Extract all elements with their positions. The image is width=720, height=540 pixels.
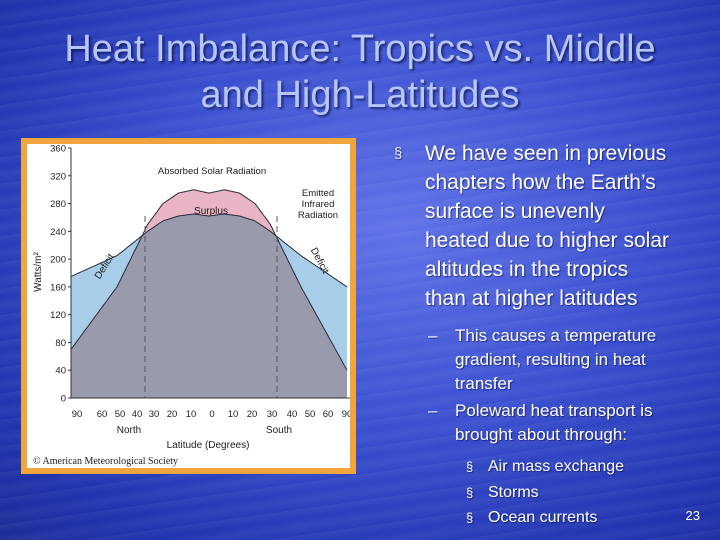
annotation-surplus: Surplus <box>194 206 228 217</box>
main-line: than at higher latitudes <box>425 287 638 310</box>
emitted-infrared-line <box>70 213 348 288</box>
x-tick-label: 30 <box>149 409 160 420</box>
list-item-label: Ocean currents <box>488 509 598 526</box>
main-line: altitudes in the tropics <box>425 258 629 281</box>
title-line-2: and High-Latitudes <box>200 74 520 116</box>
main-line: surface is unevenly <box>425 200 605 223</box>
list-item: § Storms <box>388 480 713 506</box>
square-bullet-icon: § <box>394 145 403 162</box>
x-tick-label: 50 <box>115 409 126 420</box>
sub-bullet-2: – Poleward heat transport is brought abo… <box>388 399 713 447</box>
x-group-south: South <box>266 425 292 436</box>
sub-line: This causes a temperature <box>455 326 657 345</box>
sub-line: gradient, resulting in heat <box>455 350 646 369</box>
sub-line: transfer <box>455 374 513 393</box>
y-tick-label: 120 <box>50 310 66 321</box>
x-tick-label: 0 <box>209 409 214 420</box>
sub-bullet-1: – This causes a temperature gradient, re… <box>388 324 713 396</box>
list-item-label: Storms <box>488 483 539 501</box>
main-line: heated due to higher solar <box>425 229 670 252</box>
x-tick-label: 20 <box>247 409 258 420</box>
absorbed-solar-line <box>70 189 348 371</box>
y-tick-label: 0 <box>61 394 66 405</box>
x-tick-label: 60 <box>97 409 108 420</box>
annotation-emitted-3: Radiation <box>298 210 338 221</box>
y-tick-label: 240 <box>50 227 66 238</box>
x-tick-label: 40 <box>287 409 298 420</box>
sub-line: Poleward heat transport is <box>455 401 653 420</box>
dash-bullet-icon: – <box>428 401 438 420</box>
slide-title: Heat Imbalance: Tropics vs. Middle and H… <box>20 26 700 118</box>
y-tick-label: 80 <box>55 338 66 349</box>
x-tick-label: 90 <box>342 409 350 420</box>
sub-line: brought about through: <box>455 425 628 444</box>
x-group-north: North <box>117 425 141 436</box>
main-line: chapters how the Earth’s <box>425 171 656 194</box>
main-line: We have seen in previous <box>425 142 667 165</box>
bullet-list: § We have seen in previous chapters how … <box>388 139 713 531</box>
square-bullet-icon: § <box>466 484 474 500</box>
surplus-area <box>71 189 347 287</box>
list-item: § Ocean currents <box>388 505 713 531</box>
x-tick-label: 40 <box>132 409 143 420</box>
title-line-1: Heat Imbalance: Tropics vs. Middle <box>64 28 656 70</box>
x-tick-label: 10 <box>186 409 197 420</box>
x-tick-label: 60 <box>323 409 334 420</box>
y-axis-label: Watts/m² <box>33 252 44 292</box>
level3-list: § Air mass exchange § Storms § Ocean cur… <box>388 454 713 531</box>
x-tick-label: 30 <box>267 409 278 420</box>
radiation-figure: 0 40 80 120 160 200 240 280 320 360 90 60 50 40 30 20 1… <box>21 138 356 474</box>
x-tick-label: 20 <box>167 409 178 420</box>
y-tick-label: 280 <box>50 199 66 210</box>
annotation-emitted-1: Emitted <box>302 188 334 199</box>
annotation-absorbed: Absorbed Solar Radiation <box>158 166 266 177</box>
y-tick-label: 200 <box>50 255 66 266</box>
dash-bullet-icon: – <box>428 326 438 345</box>
square-bullet-icon: § <box>466 510 474 525</box>
list-item: § Air mass exchange <box>388 454 713 480</box>
main-bullet: § We have seen in previous chapters how … <box>388 139 713 313</box>
y-tick-label: 360 <box>50 144 66 155</box>
y-tick-label: 320 <box>50 171 66 182</box>
list-item-label: Air mass exchange <box>488 458 625 475</box>
page-number: 23 <box>685 508 700 523</box>
emitted-radiation-area <box>71 214 347 398</box>
copyright-notice: © American Meteorological Society <box>33 456 178 467</box>
square-bullet-icon: § <box>466 459 474 474</box>
y-tick-label: 40 <box>55 366 66 377</box>
x-tick-label: 50 <box>305 409 316 420</box>
x-axis-label: Latitude (Degrees) <box>167 440 250 451</box>
x-tick-label: 10 <box>228 409 239 420</box>
x-tick-label: 90 <box>72 409 83 420</box>
annotation-emitted-2: Infrared <box>302 199 335 210</box>
y-tick-label: 160 <box>50 282 66 293</box>
